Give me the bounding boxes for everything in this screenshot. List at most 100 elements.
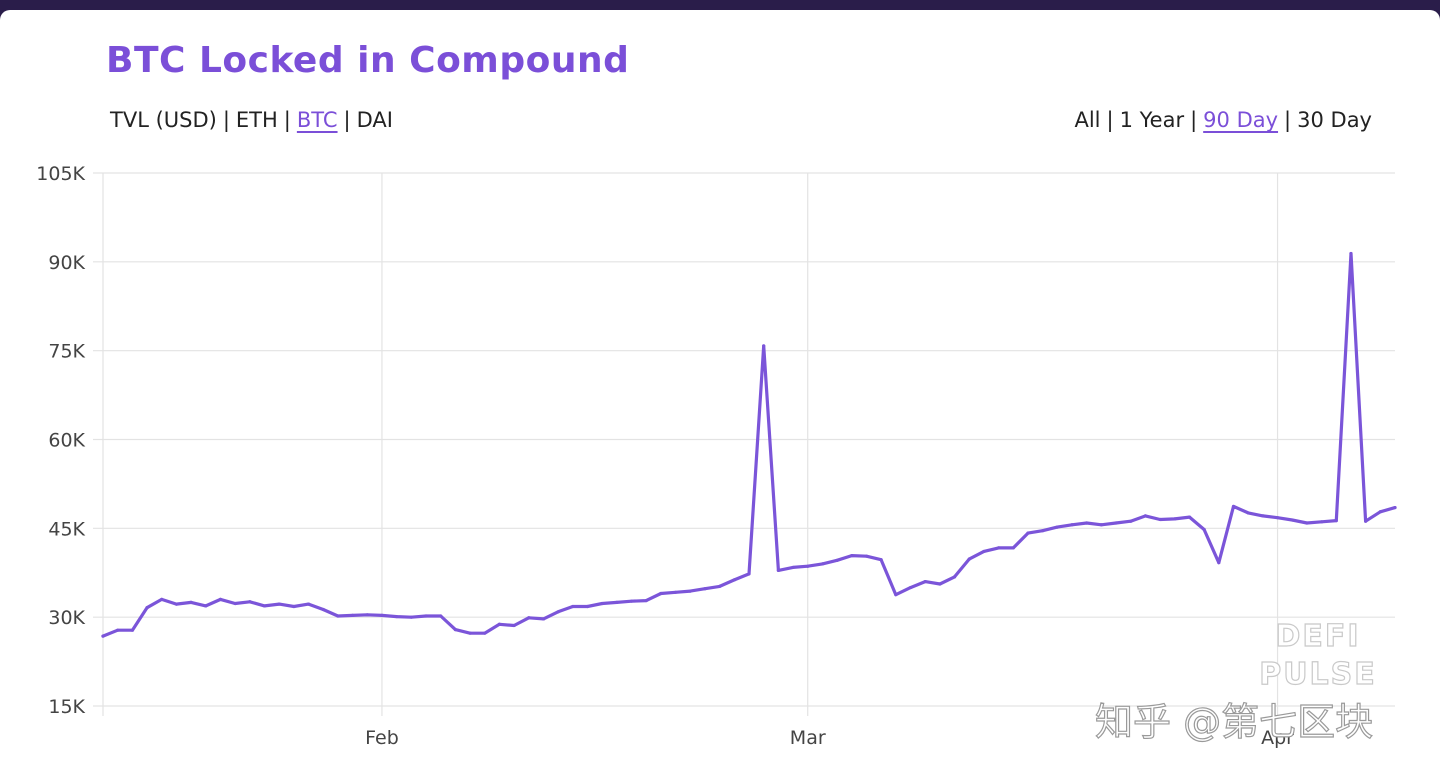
tab-range-90-day[interactable]: 90 Day	[1203, 108, 1279, 132]
data-point	[688, 589, 692, 593]
data-point	[982, 549, 986, 554]
data-point	[160, 597, 164, 602]
tab-separator: |	[1284, 108, 1292, 132]
data-point	[585, 604, 590, 609]
data-point	[1349, 251, 1353, 256]
data-point	[1129, 519, 1133, 523]
data-point	[659, 591, 663, 596]
data-point	[189, 600, 193, 604]
tab-range-30-day[interactable]: 30 Day	[1297, 108, 1372, 132]
data-point	[1173, 517, 1177, 521]
data-point	[1055, 525, 1059, 529]
y-tick-label: 45K	[48, 518, 85, 540]
tab-tvl-usd[interactable]: TVL (USD)	[110, 108, 217, 132]
tab-range-all[interactable]: All	[1074, 108, 1101, 132]
data-point	[673, 590, 678, 594]
data-point	[791, 565, 795, 570]
data-point	[864, 554, 869, 558]
chart-card: BTC Locked in Compound TVL (USD) | ETH | BTC…	[0, 10, 1440, 780]
data-point	[483, 631, 487, 635]
data-point	[571, 604, 575, 609]
tab-range-1-year[interactable]: 1 Year	[1119, 108, 1185, 132]
y-tick-label: 90K	[48, 252, 85, 274]
data-point	[262, 604, 267, 608]
data-point	[1099, 523, 1103, 527]
data-point	[850, 553, 854, 558]
tab-separator: |	[1106, 108, 1114, 132]
data-point	[101, 634, 105, 638]
data-point	[615, 600, 619, 604]
data-point	[321, 607, 325, 612]
data-point	[497, 622, 502, 626]
data-point	[1393, 506, 1397, 510]
y-tick-label: 105K	[36, 163, 85, 185]
watermark-zhihu-text: 知乎 @第七区块	[1095, 700, 1373, 744]
watermark-pulse-text: PULSE	[1259, 657, 1377, 692]
data-point	[409, 615, 413, 619]
data-point	[747, 572, 751, 576]
x-tick-label: Mar	[790, 727, 826, 749]
data-point	[996, 546, 1001, 550]
data-point	[879, 558, 883, 562]
data-point	[629, 599, 634, 603]
data-point	[556, 610, 560, 614]
data-point	[336, 614, 340, 618]
data-point	[776, 568, 780, 572]
data-point	[1378, 510, 1382, 514]
data-point	[1187, 515, 1192, 519]
tab-eth[interactable]: ETH	[235, 108, 278, 132]
y-tick-label: 60K	[48, 430, 85, 452]
y-tick-label: 75K	[48, 341, 85, 363]
data-point	[806, 564, 810, 568]
data-point	[1305, 521, 1309, 525]
data-point	[1158, 517, 1162, 522]
data-point	[1231, 504, 1236, 509]
data-point	[1114, 521, 1118, 525]
data-point	[644, 598, 648, 603]
data-point	[350, 613, 355, 617]
data-point	[277, 602, 281, 606]
data-point	[541, 617, 546, 621]
data-point	[894, 593, 898, 597]
data-point	[1026, 531, 1030, 535]
data-point	[218, 597, 223, 602]
data-point	[762, 344, 766, 348]
y-axis-ticks: 15K 30K 45K 60K 75K 90K 105K	[36, 163, 85, 718]
data-point	[1246, 511, 1250, 515]
watermark: DEFI PULSE 知乎 @第七区块	[1094, 618, 1377, 744]
data-point	[306, 602, 311, 606]
tab-separator: |	[283, 108, 291, 132]
data-point	[835, 558, 839, 562]
top-bar	[0, 0, 1440, 10]
data-point	[1275, 516, 1280, 520]
chart-title: BTC Locked in Compound	[106, 40, 630, 81]
data-point	[820, 562, 825, 566]
data-point	[1334, 519, 1338, 523]
data-point	[703, 587, 707, 591]
data-point	[1143, 514, 1148, 518]
data-point	[1261, 514, 1265, 518]
data-point	[1085, 521, 1089, 525]
data-point	[967, 557, 971, 561]
data-point	[1070, 523, 1074, 527]
tab-btc[interactable]: BTC	[296, 108, 338, 132]
data-point	[1041, 529, 1045, 533]
x-tick-label: Feb	[365, 727, 399, 749]
data-point	[145, 606, 149, 610]
y-tick-label: 30K	[48, 607, 85, 629]
data-point	[600, 601, 604, 606]
data-point	[1202, 527, 1206, 532]
range-tabs: All | 1 Year | 90 Day | 30 Day	[1074, 108, 1372, 132]
data-point	[718, 584, 722, 588]
data-point	[365, 613, 369, 617]
data-point	[1290, 518, 1294, 522]
data-point	[1319, 520, 1324, 524]
data-point	[732, 578, 736, 582]
data-point	[116, 628, 120, 632]
tab-dai[interactable]: DAI	[356, 108, 393, 132]
data-point	[292, 604, 296, 609]
tab-separator: |	[1190, 108, 1198, 132]
data-point	[527, 616, 531, 620]
data-point	[923, 580, 927, 584]
data-point	[938, 582, 942, 586]
